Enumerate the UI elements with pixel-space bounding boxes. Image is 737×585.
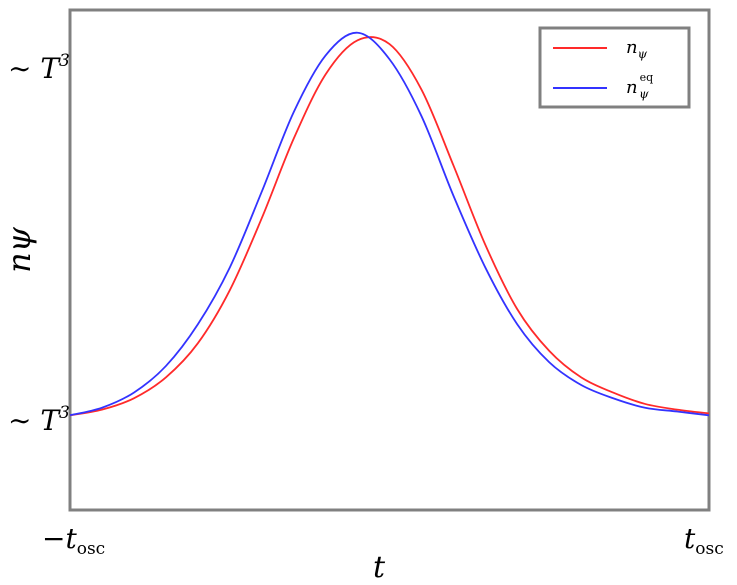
series-layer: [69, 31, 710, 417]
y-tick-label-top: ∼ T3: [8, 51, 70, 85]
series-line-red: [69, 36, 710, 417]
legend-label-blue: n eq ψ: [626, 71, 653, 101]
legend-box: [538, 26, 691, 109]
x-axis-label: t: [373, 550, 386, 585]
series-line-blue: [69, 31, 710, 417]
x-tick-label-right: tosc: [684, 522, 724, 559]
y-tick-label-bottom: ∼ T3: [8, 403, 70, 437]
legend: nψ n eq ψ: [538, 26, 691, 109]
y-axis-label: nψ: [0, 226, 38, 273]
legend-label-red: nψ: [626, 37, 648, 61]
x-tick-label-left: −tosc: [42, 522, 105, 559]
